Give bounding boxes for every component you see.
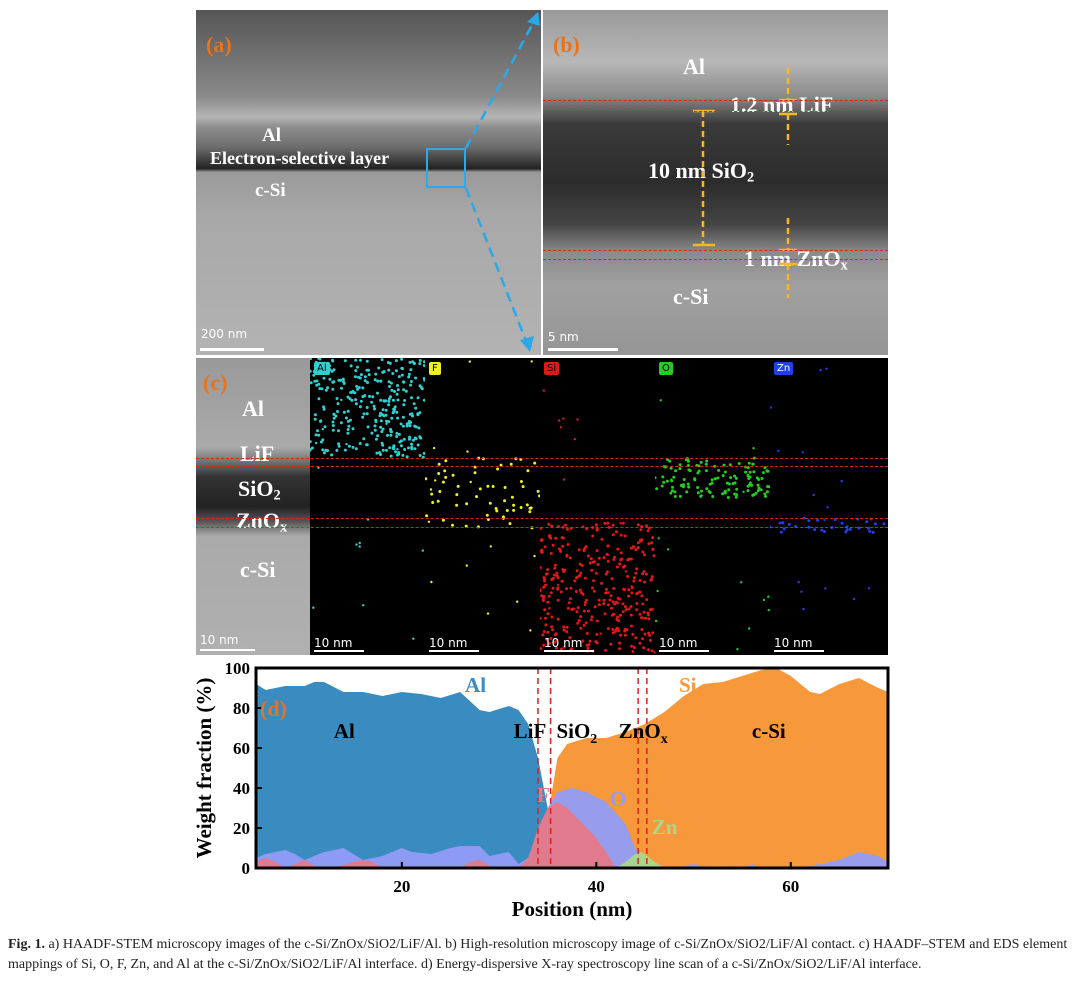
- x-tick-label: 40: [588, 877, 605, 896]
- element-tag: Al: [314, 362, 330, 375]
- csi-label-c: c-Si: [240, 557, 276, 582]
- lif-label-c: LiF: [240, 441, 275, 466]
- x-axis-label: Position (nm): [512, 897, 633, 921]
- x-tick-label: 20: [393, 877, 410, 896]
- esl-label: Electron-selective layer: [210, 148, 390, 168]
- plot-frame: [254, 666, 890, 870]
- element-tag: Zn: [774, 362, 794, 375]
- scale-label: 10 nm: [544, 636, 583, 650]
- al-label-b: Al: [683, 54, 705, 79]
- area-si: [256, 668, 888, 868]
- sio2-thickness-label: 10 nm SiO2: [648, 158, 755, 186]
- element-tag: O: [659, 362, 673, 375]
- zoom-arrows: [464, 12, 540, 352]
- region-label-znox: ZnOx: [619, 719, 668, 747]
- element-tag: F: [429, 362, 441, 375]
- scale-bar-b: [548, 348, 618, 351]
- series-label-al: Al: [465, 673, 486, 697]
- panel-a-tem-image: [196, 10, 541, 355]
- zno-label-c: ZnOx: [236, 508, 288, 536]
- figure-caption: Fig. 1. a) HAADF-STEM microscopy images …: [8, 935, 1078, 975]
- scale-label: 10 nm: [429, 636, 468, 650]
- eds-map-al: Al 10 nm: [310, 358, 425, 655]
- area-zn: [615, 852, 665, 868]
- al-label: Al: [262, 125, 281, 146]
- csi-label-b: c-Si: [673, 284, 709, 309]
- eds-map-zn: Zn 10 nm: [770, 358, 888, 655]
- scale-bar-a: [200, 348, 264, 351]
- scale-label: 10 nm: [659, 636, 698, 650]
- region-label-csi: c-Si: [752, 719, 786, 743]
- y-tick-label: 20: [233, 819, 250, 838]
- scale-label: 10 nm: [314, 636, 353, 650]
- panel-c-haadf-strip: [196, 358, 310, 655]
- area-al: [256, 682, 568, 868]
- thickness-markers: [693, 68, 797, 298]
- panel-b-label: (b): [553, 32, 580, 57]
- element-tag: Si: [544, 362, 560, 375]
- panel-a-label: (a): [206, 32, 232, 57]
- panel-b-hrtem-image: [543, 10, 888, 355]
- zoom-region-box: [426, 148, 466, 188]
- eds-map-f: F 10 nm: [425, 358, 540, 655]
- eds-map-o: O 10 nm: [655, 358, 770, 655]
- series-label-f: F: [537, 783, 550, 807]
- y-tick-label: 60: [233, 739, 250, 758]
- csi-label: c-Si: [255, 180, 286, 201]
- y-tick-label: 0: [242, 859, 251, 878]
- series-label-zn: Zn: [652, 815, 678, 839]
- al-label-c: Al: [242, 396, 264, 421]
- figure-number: Fig. 1.: [8, 937, 45, 952]
- panel-c-label: (c): [203, 370, 228, 395]
- eds-map-si: Si 10 nm: [540, 358, 655, 655]
- caption-text: a) HAADF-STEM microscopy images of the c…: [8, 937, 1068, 972]
- y-axis-label: Weight fraction (%): [192, 678, 216, 859]
- scale-bar-c: [200, 649, 255, 651]
- scale-label-a: 200 nm: [201, 327, 248, 341]
- region-label-al: Al: [334, 719, 355, 743]
- scale-label-c: 10 nm: [200, 633, 239, 647]
- series-label-si: Si: [679, 673, 697, 697]
- y-tick-label: 100: [225, 659, 251, 678]
- region-label-lif: LiF: [514, 719, 547, 743]
- area-f: [256, 802, 616, 868]
- scale-label: 10 nm: [774, 636, 813, 650]
- x-tick-label: 60: [782, 877, 799, 896]
- panel-d-label: (d): [260, 696, 287, 721]
- eds-line-scan-chart: 0 20 40 60 80 100 20 40 60 Position (nm) Weight fr…: [192, 659, 890, 921]
- y-tick-label: 80: [233, 699, 250, 718]
- y-tick-label: 40: [233, 779, 250, 798]
- scale-label-b: 5 nm: [548, 330, 579, 344]
- sio2-label-c: SiO2: [238, 476, 281, 504]
- series-label-o: O: [610, 787, 626, 811]
